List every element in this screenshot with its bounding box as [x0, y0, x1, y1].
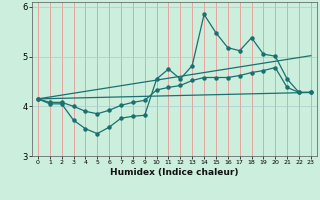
- X-axis label: Humidex (Indice chaleur): Humidex (Indice chaleur): [110, 168, 239, 177]
